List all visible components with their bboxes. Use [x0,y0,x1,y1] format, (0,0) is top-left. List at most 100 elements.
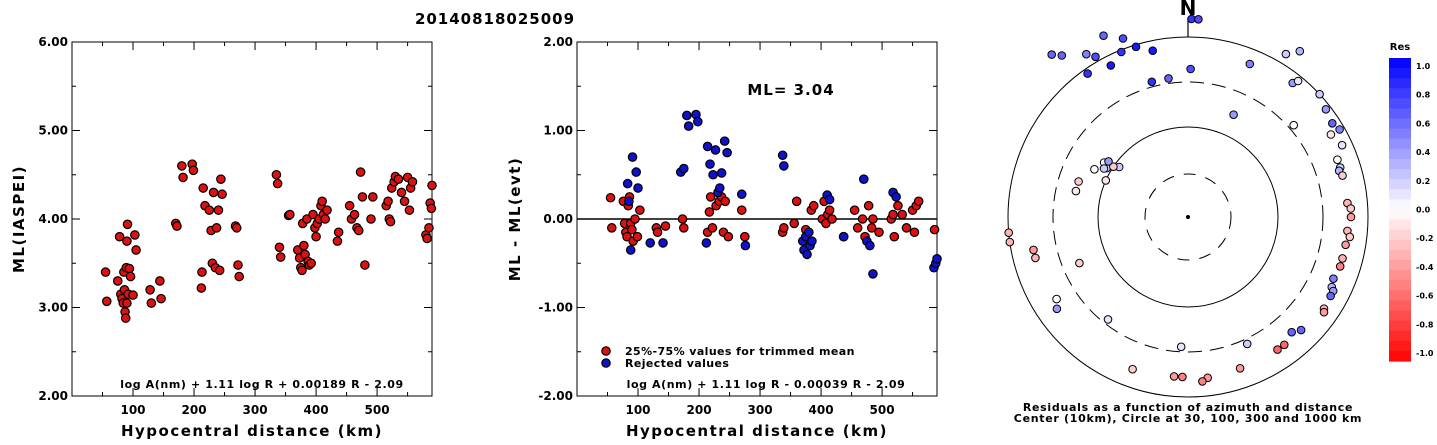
station-residual-point [1315,89,1324,99]
data-point [320,214,331,224]
colorbar-band [1389,229,1411,241]
data-point [722,147,732,158]
data-point [198,183,208,193]
station-residual-point [1229,110,1238,119]
x-tick-label: 100 [120,403,145,417]
data-point [704,207,715,217]
data-point [606,223,617,233]
data-point [710,145,721,155]
colorbar-band [1389,138,1411,150]
data-point [874,227,884,238]
colorbar-band [1389,118,1411,130]
station-residual-point [1147,77,1157,87]
data-point [802,249,812,260]
data-point [131,245,141,255]
station-residual-point [1083,69,1092,78]
data-point [177,161,187,171]
data-point [702,141,713,152]
data-point [693,116,703,127]
legend-marker [601,358,611,368]
data-point [172,221,182,231]
station-residual-point [1245,59,1255,69]
data-point [424,223,434,233]
data-point [720,196,731,207]
station-residual-point [1326,291,1335,301]
data-point [427,180,437,191]
colorbar-tick-label: 0.2 [1416,177,1430,186]
station-residual-point [1346,204,1356,213]
x-tick-label: 500 [870,403,895,417]
station-residual-point [1341,240,1350,250]
data-point [807,236,817,246]
data-point [393,174,404,184]
data-point [349,209,360,220]
data-point [426,203,437,214]
station-residual-point [1321,105,1331,114]
colorbar-band [1389,189,1411,200]
colorbar-band [1389,310,1411,322]
data-point [231,223,242,233]
data-point [630,214,640,224]
station-residual-point [1176,342,1186,352]
station-residual-point [1319,307,1329,317]
data-point [407,177,418,187]
colorbar-tick-label: 0.8 [1416,91,1431,100]
data-point [213,205,224,215]
station-residual-point [1194,14,1203,24]
data-point [889,231,900,242]
data-point [777,150,788,161]
data-point [332,236,343,246]
data-point [857,214,868,224]
data-point [322,205,332,215]
epicenter-marker [1186,215,1190,219]
data-point [271,169,282,180]
station-residual-point [1329,274,1338,284]
y-tick-label: 1.00 [543,124,573,138]
data-point [865,240,875,251]
magnitude-vs-distance-panel: 100 200 300 400 500 2.00 3.00 4.00 5.00 6.00 Hypoc… [10,35,437,440]
colorbar-band [1389,350,1411,362]
colorbar-band [1389,148,1411,160]
station-residual-point [1071,186,1081,196]
data-point [627,224,637,235]
data-point [211,223,222,233]
data-point [399,196,410,207]
data-point [355,167,366,177]
colorbar-band [1389,209,1411,221]
y-tick-label: 5.00 [38,124,68,138]
colorbar-band [1389,249,1411,261]
data-point [625,245,636,255]
data-point [101,296,112,307]
data-point [311,231,321,242]
station-residual-point [1057,51,1067,60]
data-point [385,216,396,227]
figure-title: 20140818025009 [415,10,575,28]
data-point [677,214,688,224]
station-residual-point [1047,50,1056,59]
data-point [344,200,355,211]
data-point [285,209,295,220]
station-residual-point [1031,253,1040,263]
colorbar-band [1389,58,1411,69]
data-point [739,231,750,242]
data-point [866,223,877,233]
data-point [204,205,215,215]
data-point [208,187,219,198]
data-point [122,298,132,308]
x-tick-label: 500 [365,403,390,417]
x-tick-label: 300 [748,403,773,417]
data-point [214,265,225,276]
colorbar-band [1389,340,1411,352]
data-point [120,313,131,323]
data-point [779,161,789,171]
data-point [888,209,898,220]
data-point [804,227,814,238]
colorbar-tick-label: 0.6 [1416,119,1431,128]
colorbar-band [1389,239,1411,251]
data-point [275,252,286,262]
station-residual-point [1052,304,1062,314]
colorbar-band [1389,199,1411,211]
data-point [719,136,730,146]
station-residual-point [1118,34,1128,43]
